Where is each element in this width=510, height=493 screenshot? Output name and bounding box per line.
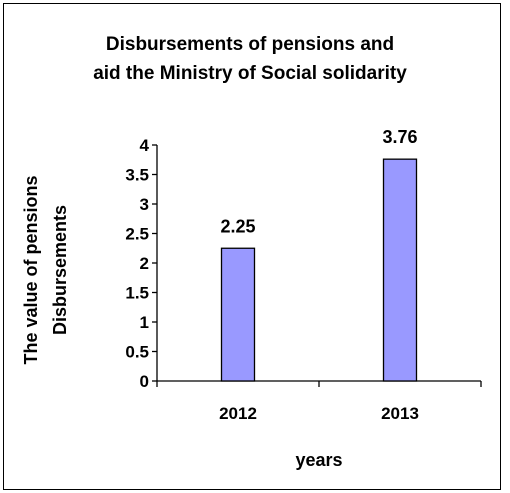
y-tick-label: 0: [140, 372, 149, 391]
y-tick-label: 3: [140, 195, 149, 214]
y-axis-label-line-1: The value of pensions: [21, 175, 41, 364]
chart-border: [3, 3, 501, 490]
y-tick-label: 2: [140, 254, 149, 273]
chart-title-line-2: aid the Ministry of Social solidarity: [93, 63, 407, 84]
x-axis-label: years: [295, 450, 342, 470]
y-axis-label-line-2: Disbursements: [50, 205, 70, 335]
x-tick-label-2012: 2012: [219, 404, 257, 423]
y-tick-label: 2.5: [125, 225, 149, 244]
y-tick-label: 1: [140, 313, 149, 332]
data-label-2012: 2.25: [220, 216, 255, 236]
bar-2013: [382, 158, 418, 382]
plot-area: 0 0.5 1 1.5 2 2.5 3 3.5 4 2.25 2012 3.76 2013: [125, 127, 482, 423]
y-tick-label: 4: [140, 136, 150, 155]
data-label-2013: 3.76: [382, 127, 417, 147]
y-tick-label: 1.5: [125, 284, 149, 303]
chart-title-line-1: Disbursements of pensions and: [106, 34, 394, 55]
y-tick-label: 3.5: [125, 166, 149, 185]
x-tick-label-2013: 2013: [381, 404, 419, 423]
y-tick-label: 0.5: [125, 343, 149, 362]
bar-2012: [220, 247, 256, 382]
